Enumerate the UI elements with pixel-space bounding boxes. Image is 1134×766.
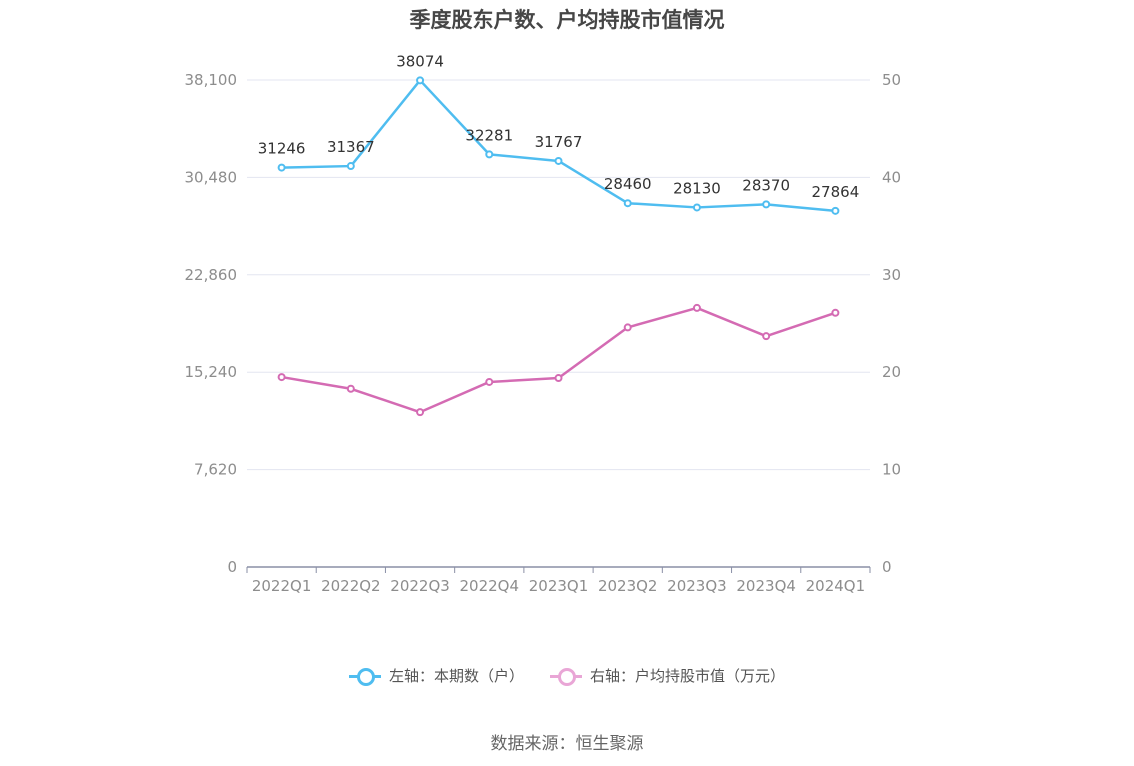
data-point — [346, 162, 355, 171]
data-point — [762, 332, 771, 341]
right-tick-label: 30 — [882, 266, 901, 284]
legend: 左轴：本期数（户） 右轴：户均持股市值（万元） — [0, 665, 1134, 686]
data-point — [485, 377, 494, 386]
series-line-2 — [281, 306, 836, 414]
x-tick-label: 2022Q3 — [390, 577, 450, 595]
x-tick-label: 2023Q2 — [598, 577, 658, 595]
data-point — [623, 199, 632, 208]
x-axis: 2022Q1 2022Q2 2022Q3 2022Q4 2023Q1 2023Q2 2023… — [246, 566, 871, 595]
chart-title: 季度股东户数、户均持股市值情况 — [409, 8, 725, 32]
data-point — [831, 206, 840, 215]
x-tick-label: 2022Q2 — [321, 577, 381, 595]
data-point — [762, 200, 771, 209]
data-label: 31767 — [535, 133, 583, 151]
left-axis-ticks: 0 7,620 15,240 22,860 30,480 38,100 — [185, 71, 238, 576]
x-tick-label: 2023Q1 — [529, 577, 589, 595]
x-tick-label: 2024Q1 — [806, 577, 866, 595]
data-label: 32281 — [465, 126, 513, 144]
data-label: 28130 — [673, 179, 721, 197]
right-axis-ticks: 0 10 20 30 40 50 — [882, 71, 901, 576]
left-tick-label: 15,240 — [185, 363, 238, 381]
data-point — [346, 384, 355, 393]
right-tick-label: 10 — [882, 461, 901, 479]
source-note: 数据来源：恒生聚源 — [490, 734, 644, 754]
series-layer — [277, 76, 840, 417]
right-tick-label: 0 — [882, 558, 892, 576]
right-tick-label: 40 — [882, 168, 901, 186]
data-label: 31367 — [327, 138, 375, 156]
data-label: 28460 — [604, 175, 652, 193]
legend-item-left[interactable]: 左轴：本期数（户） — [348, 665, 524, 686]
data-point — [554, 374, 563, 383]
right-tick-label: 50 — [882, 71, 901, 89]
left-tick-label: 0 — [227, 558, 237, 576]
legend-line-icon — [550, 666, 582, 686]
x-tick-label: 2022Q1 — [252, 577, 312, 595]
left-tick-label: 30,480 — [185, 168, 238, 186]
data-point — [623, 323, 632, 332]
left-tick-label: 22,860 — [185, 266, 238, 284]
data-point — [692, 303, 701, 312]
data-label: 38074 — [396, 52, 444, 70]
right-tick-label: 20 — [882, 363, 901, 381]
data-label: 27864 — [812, 183, 860, 201]
data-label: 31246 — [258, 140, 306, 158]
left-tick-label: 38,100 — [185, 71, 238, 89]
data-labels: 31246 31367 38074 32281 31767 28460 28130 28370… — [258, 52, 859, 201]
x-tick-label: 2023Q4 — [736, 577, 796, 595]
legend-label-left: 左轴：本期数（户） — [388, 667, 524, 685]
legend-item-right[interactable]: 右轴：户均持股市值（万元） — [550, 665, 785, 686]
x-tick-label: 2023Q3 — [667, 577, 727, 595]
x-tick-label: 2022Q4 — [460, 577, 520, 595]
data-point — [277, 373, 286, 382]
legend-line-icon — [348, 666, 381, 686]
data-point — [554, 156, 563, 165]
legend-label-right: 右轴：户均持股市值（万元） — [590, 667, 786, 685]
data-point — [485, 150, 494, 159]
left-tick-label: 7,620 — [194, 461, 237, 479]
grid-lines — [247, 79, 870, 471]
data-label: 28370 — [742, 176, 790, 194]
data-point — [831, 308, 840, 317]
data-point — [416, 76, 425, 85]
data-point — [277, 163, 286, 172]
data-point — [692, 203, 701, 212]
data-point — [416, 408, 425, 417]
